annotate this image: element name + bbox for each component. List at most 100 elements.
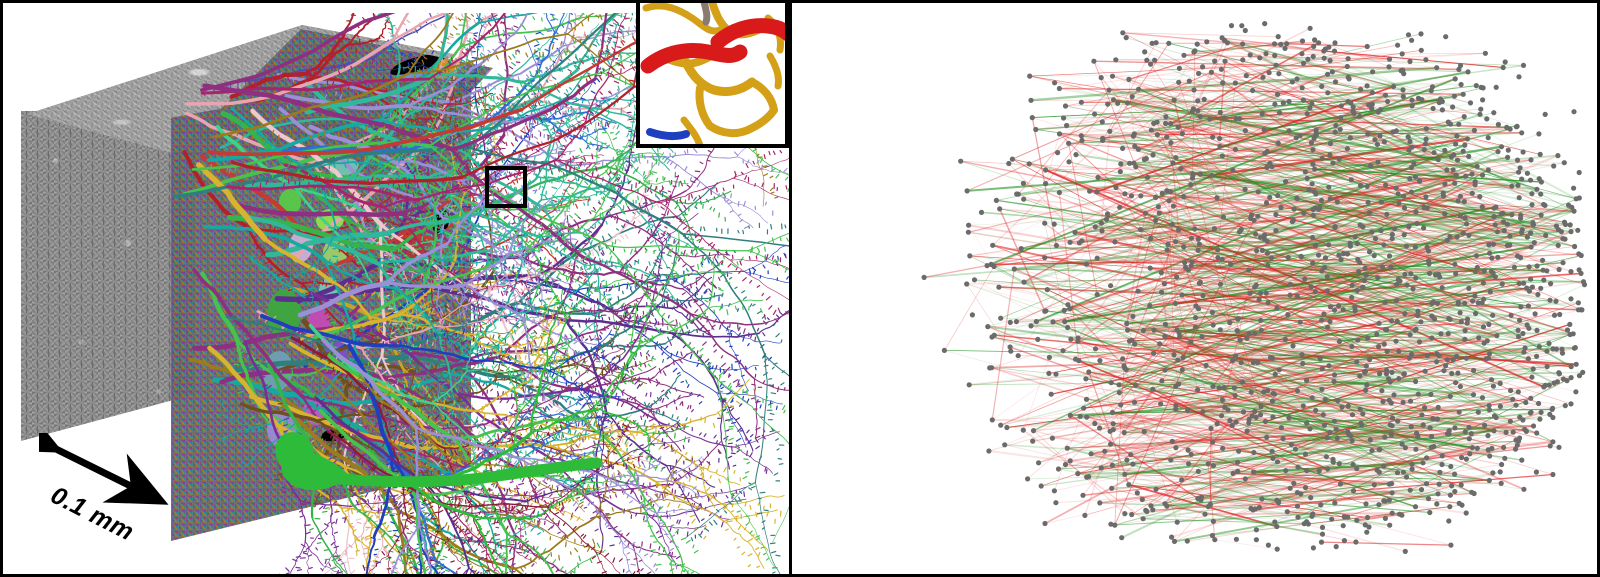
dendritic-spine [615,494,617,498]
dendritic-spine [381,357,386,360]
dendritic-spine [595,367,598,372]
dendritic-spine [682,344,687,349]
dendritic-spine [669,160,674,166]
dendritic-spine [521,126,526,131]
dendritic-spine [632,168,637,174]
dendritic-spine [503,376,506,381]
dendritic-spine [435,419,441,424]
dendritic-spine [575,496,580,500]
dendritic-spine [738,384,745,387]
dendritic-spine [259,252,264,258]
dendritic-spine [518,482,525,486]
dendritic-spine [548,79,553,82]
dendritic-spine [673,278,678,283]
dendrite-branch [547,195,589,205]
dendritic-spine [532,53,538,57]
dendritic-spine [376,241,382,244]
dendritic-spine [618,173,622,177]
dendritic-spine [727,455,733,459]
dendritic-spine [566,26,572,30]
dendritic-spine [680,381,685,383]
dendritic-spine [630,289,633,294]
dendritic-spine [645,350,650,355]
dendritic-spine [735,437,742,442]
dendritic-spine [476,244,481,248]
dendritic-spine [448,36,454,39]
dendritic-spine [696,350,699,354]
dendritic-spine [586,229,592,233]
dendritic-spine [355,518,362,521]
dendritic-spine [630,406,633,411]
dendritic-spine [698,432,702,436]
dendritic-spine [729,330,733,333]
dendritic-spine [494,534,500,537]
dendritic-spine [712,208,716,212]
dendritic-spine [350,46,353,50]
dendritic-spine [675,406,678,411]
dendritic-spine [600,252,604,256]
dendritic-spine [658,408,661,413]
dendritic-spine [448,108,453,111]
dendritic-spine [644,274,650,278]
dendritic-spine [648,418,654,422]
dendritic-spine [658,367,662,374]
dendrite-branch [669,332,723,399]
dendritic-spine [685,379,688,384]
dendritic-spine [584,33,587,38]
dendritic-spine [506,130,509,136]
dendritic-spine [610,285,614,291]
dendritic-spine [659,397,663,402]
dendritic-spine [473,19,477,24]
dendritic-spine [684,211,687,216]
dendrite-branch [670,278,729,331]
dendritic-spine [495,526,500,529]
dendritic-spine [666,395,669,400]
dendritic-spine [575,350,578,354]
dendritic-spine [595,40,600,46]
dendritic-spine [674,164,678,169]
dendritic-spine [695,276,701,279]
dendritic-spine [356,261,361,264]
dendritic-spine [456,137,458,142]
dendritic-spine [628,263,633,268]
dendritic-spine [444,304,448,309]
dendritic-spine [666,301,669,308]
dendritic-spine [689,353,693,359]
dendritic-spine [347,86,350,90]
dendrite-branch [361,219,400,226]
dendritic-spine [731,421,736,424]
dendritic-spine [726,325,729,332]
dendritic-spine [408,188,411,195]
dendritic-spine [511,62,517,67]
dendritic-spine [649,543,652,549]
dendritic-spine [562,192,565,196]
dendritic-spine [591,392,595,397]
dendrite-branch [743,271,789,284]
dendritic-spine [368,64,373,69]
dendritic-spine [630,366,635,371]
dendritic-spine [583,31,586,37]
dendritic-spine [560,202,563,207]
dendritic-spine [601,259,604,264]
dendritic-spine [383,112,387,116]
dendritic-spine [523,135,529,138]
dendritic-spine [424,169,428,173]
dendritic-spine [491,29,494,35]
dendritic-spine [676,416,679,420]
dendritic-spine [672,359,675,366]
dendritic-spine [658,546,661,551]
dendrite-branch [654,342,718,394]
dendritic-spine [759,404,762,409]
dendritic-spine [747,343,750,347]
dendritic-spine [640,568,644,572]
dendritic-spine [462,97,466,102]
dendritic-spine [699,161,704,165]
dendritic-spine [425,118,427,125]
dendritic-spine [734,360,739,363]
dendritic-spine [344,37,350,41]
dendritic-spine [506,27,512,30]
dendritic-spine [675,351,679,356]
dendritic-spine [613,325,615,329]
dendritic-spine [316,499,321,504]
dendritic-spine [599,331,603,335]
